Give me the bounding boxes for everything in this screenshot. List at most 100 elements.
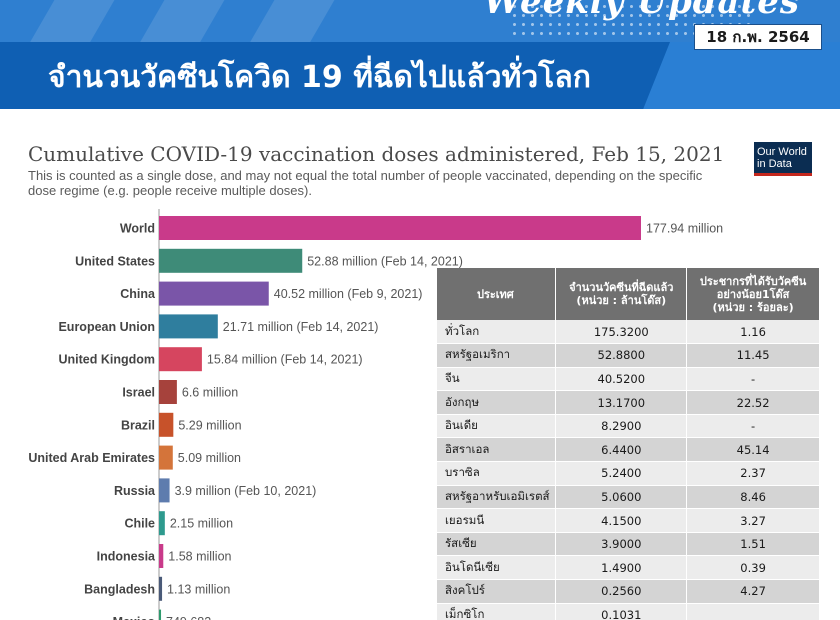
bar-united-kingdom[interactable]: [159, 347, 202, 372]
table-row: สหรัฐอาหรับเอมิเรตส์ 5.0600 8.46: [437, 485, 820, 510]
bar-united-states[interactable]: [159, 248, 303, 273]
value-label: 177.94 million: [646, 222, 723, 236]
country-cell: สหรัฐอเมริกา: [437, 343, 557, 368]
category-label: Brazil: [121, 418, 155, 432]
value-label: 1.13 million: [167, 582, 230, 596]
country-cell: บราซิล: [437, 461, 557, 486]
value-label: 15.84 million (Feb 14, 2021): [207, 353, 363, 367]
table-header-row: ประเทศ จำนวนวัคซีนที่ฉีดแล้ว (หน่วย : ล้าน…: [437, 268, 820, 320]
category-label: Chile: [124, 517, 155, 531]
doses-cell: 5.2400: [555, 461, 688, 486]
value-label: 52.88 million (Feb 14, 2021): [307, 254, 463, 268]
doses-cell: 13.1700: [555, 390, 688, 415]
vaccine-table-container: ประเทศ จำนวนวัคซีนที่ฉีดแล้ว (หน่วย : ล้าน…: [437, 268, 820, 620]
header-script-text: Weekly Updates: [483, 0, 800, 22]
percent-cell: 1.16: [686, 320, 820, 345]
percent-cell: 11.45: [686, 343, 820, 368]
country-cell: อังกฤษ: [437, 390, 557, 415]
percent-cell: -: [686, 414, 820, 439]
doses-cell: 0.1031: [555, 603, 688, 620]
percent-cell: 1.51: [686, 532, 820, 557]
percent-cell: 8.46: [686, 485, 820, 510]
doses-cell: 175.3200: [555, 320, 688, 345]
table-row: สิงคโปร์ 0.2560 4.27: [437, 579, 820, 604]
doses-cell: 5.0600: [555, 485, 688, 510]
bar-brazil[interactable]: [159, 412, 174, 437]
table-header-cell: ประชากรที่ได้รับวัคซีน อย่างน้อย1โด๊ส (หน่…: [686, 268, 820, 320]
table-row: ทั่วโลก 175.3200 1.16: [437, 320, 820, 345]
date-badge: 18 ก.พ. 2564: [694, 24, 822, 50]
category-label: World: [120, 222, 155, 236]
bar-china[interactable]: [159, 281, 269, 306]
chart-subtitle: This is counted as a single dose, and ma…: [28, 168, 703, 198]
table-row: อินโดนีเซีย 1.4900 0.39: [437, 555, 820, 581]
category-label: China: [120, 287, 156, 301]
country-cell: ทั่วโลก: [437, 320, 557, 345]
doses-cell: 52.8800: [555, 343, 688, 368]
category-label: Bangladesh: [84, 582, 155, 596]
percent-cell: 4.27: [686, 579, 820, 604]
our-world-in-data-logo[interactable]: Our World in Data: [754, 142, 812, 176]
table-row: เม็กซิโก 0.1031: [437, 603, 820, 620]
table-row: รัสเซีย 3.9000 1.51: [437, 532, 820, 557]
bar-bangladesh[interactable]: [159, 576, 163, 601]
bar-israel[interactable]: [159, 380, 177, 404]
table-row: อังกฤษ 13.1700 22.52: [437, 390, 820, 415]
table-row: จีน 40.5200-: [437, 367, 820, 392]
doses-cell: 6.4400: [555, 437, 688, 463]
doses-cell: 8.2900: [555, 414, 688, 439]
value-label: 1.58 million: [168, 550, 231, 564]
bar-indonesia[interactable]: [159, 544, 164, 568]
percent-cell: 0.39: [686, 555, 820, 581]
category-label: European Union: [58, 320, 155, 334]
bar-mexico[interactable]: [159, 609, 162, 620]
bar-chile[interactable]: [159, 511, 165, 536]
table-header-cell: จำนวนวัคซีนที่ฉีดแล้ว (หน่วย : ล้านโด๊ส): [555, 268, 688, 320]
table-row: อินเดีย 8.2900-: [437, 414, 820, 439]
bar-russia[interactable]: [159, 478, 170, 503]
value-label: 6.6 million: [182, 386, 238, 400]
bar-chart: World 177.94 million United States 52.88 mi…: [28, 209, 723, 620]
value-label: 3.9 million (Feb 10, 2021): [175, 484, 317, 498]
value-label: 40.52 million (Feb 9, 2021): [274, 287, 423, 301]
table-row: อิสราเอล 6.4400 45.14: [437, 437, 820, 463]
table-header-cell: ประเทศ: [437, 268, 557, 320]
category-label: United States: [75, 254, 155, 268]
table-body: ทั่วโลก 175.3200 1.16 สหรัฐอเมริกา 52.8800 11…: [437, 320, 820, 620]
category-label: United Kingdom: [58, 353, 155, 367]
country-cell: เม็กซิโก: [437, 603, 557, 620]
value-label: 5.29 million: [178, 418, 241, 432]
percent-cell: [686, 603, 820, 620]
country-cell: รัสเซีย: [437, 532, 557, 557]
chart-title: Cumulative COVID-19 vaccination doses ad…: [28, 142, 725, 166]
header-banner-top: Weekly Updates: [0, 0, 840, 42]
bar-european-union[interactable]: [159, 314, 218, 339]
value-label: 749,682: [166, 615, 211, 620]
logo-line-2: in Data: [757, 158, 792, 170]
country-cell: สิงคโปร์: [437, 579, 557, 604]
value-label: 21.71 million (Feb 14, 2021): [223, 320, 379, 334]
doses-cell: 3.9000: [555, 532, 688, 557]
bar-world[interactable]: [159, 216, 641, 240]
country-cell: อินโดนีเซีย: [437, 555, 557, 581]
doses-cell: 1.4900: [555, 555, 688, 581]
table-row: เยอรมนี 4.1500 3.27: [437, 508, 820, 533]
header-banner-main: [0, 42, 840, 109]
page-title: จำนวนวัคซีนโควิด 19 ที่ฉีดไปแล้วทั่วโลก: [48, 60, 591, 95]
table-row: สหรัฐอเมริกา 52.8800 11.45: [437, 343, 820, 368]
category-label: Mexico: [113, 615, 156, 620]
country-cell: อินเดีย: [437, 414, 557, 439]
country-cell: อิสราเอล: [437, 437, 557, 463]
doses-cell: 0.2560: [555, 579, 688, 604]
percent-cell: 45.14: [686, 437, 820, 463]
category-label: Indonesia: [97, 550, 156, 564]
logo-line-1: Our World: [757, 146, 807, 158]
percent-cell: 2.37: [686, 461, 820, 486]
table-row: บราซิล 5.2400 2.37: [437, 461, 820, 486]
bar-united-arab-emirates[interactable]: [159, 445, 173, 470]
category-label: Russia: [114, 484, 156, 498]
percent-cell: -: [686, 367, 820, 392]
country-cell: จีน: [437, 367, 557, 392]
doses-cell: 4.1500: [555, 508, 688, 533]
category-label: Israel: [122, 386, 155, 400]
